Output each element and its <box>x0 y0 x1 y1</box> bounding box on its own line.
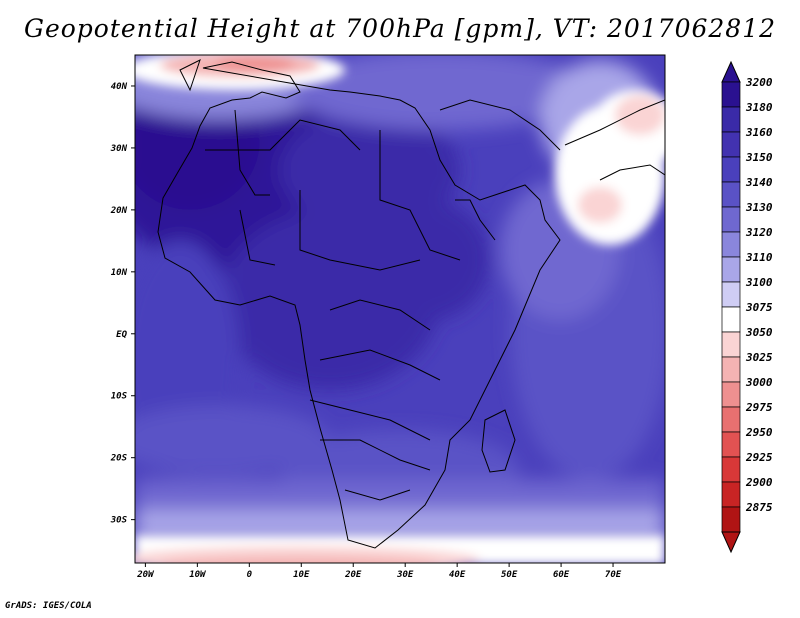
colorbar-label: 3100 <box>745 276 773 289</box>
longitude-axis: 20W 10W 0 10E 20E 30E 40E 50E 60E 70E <box>136 563 622 580</box>
colorbar-swatch <box>721 306 741 333</box>
colorbar-swatch <box>721 456 741 483</box>
colorbar-label: 3160 <box>745 126 773 139</box>
colorbar-swatch <box>721 481 741 508</box>
lat-tick-label: 10N <box>111 268 128 278</box>
lon-tick-label: 10E <box>293 570 310 580</box>
colorbar-bottom-arrow <box>721 531 741 554</box>
colorbar-swatch <box>721 206 741 233</box>
lon-tick-label: 20E <box>344 570 362 580</box>
lat-tick-label: 30S <box>110 516 128 526</box>
colorbar-swatch <box>721 131 741 158</box>
colorbar-swatch <box>721 431 741 458</box>
colorbar-swatch <box>721 231 741 258</box>
colorbar-swatch <box>721 181 741 208</box>
colorbar-swatch <box>721 506 741 533</box>
plot-frame <box>134 54 666 564</box>
colorbar-swatch <box>721 381 741 408</box>
colorbar-label: 2950 <box>745 426 773 439</box>
colorbar-label: 3180 <box>745 101 773 114</box>
colorbar-label: 3130 <box>745 201 773 214</box>
lat-tick-label: EQ <box>116 330 127 340</box>
map-title: Geopotential Height at 700hPa [gpm], VT:… <box>23 14 777 43</box>
colorbar-swatch <box>721 156 741 183</box>
colorbar-label: 3150 <box>745 151 773 164</box>
colorbar-label: 3200 <box>745 76 773 89</box>
credit-label: GrADS: IGES/COLA <box>5 601 92 611</box>
lon-tick-label: 60E <box>553 570 570 580</box>
lon-tick-label: 70E <box>605 570 622 580</box>
colorbar-label: 3110 <box>745 251 773 264</box>
lon-tick-label: 40E <box>449 570 466 580</box>
colorbar-label: 3075 <box>745 301 773 314</box>
colorbar-label: 2900 <box>745 476 773 489</box>
lon-tick-label: 50E <box>501 570 518 580</box>
colorbar-top-arrow <box>721 60 741 83</box>
colorbar-label: 2875 <box>745 501 773 514</box>
coastline-and-borders <box>157 59 665 549</box>
colorbar-swatch <box>721 406 741 433</box>
lat-tick-label: 20N <box>110 206 128 216</box>
colorbar-swatch <box>721 331 741 358</box>
colorbar-swatch <box>721 106 741 133</box>
colorbar-swatch <box>721 356 741 383</box>
colorbar-label: 3000 <box>745 376 773 389</box>
colorbar-label: 3050 <box>745 326 773 339</box>
lat-tick-label: 10S <box>111 392 128 402</box>
colorbar-swatch <box>721 81 741 108</box>
colorbar-label: 2975 <box>745 401 773 414</box>
colorbar-label: 3120 <box>745 226 773 239</box>
lat-tick-label: 40N <box>111 82 128 92</box>
lon-tick-label: 10W <box>189 570 207 580</box>
lon-tick-label: 30E <box>396 570 414 580</box>
lon-tick-label: 0 <box>247 570 253 580</box>
latitude-axis: 40N 30N 20N 10N EQ 10S 20S 30S <box>110 82 135 526</box>
colorbar-label: 3025 <box>745 351 773 364</box>
colorbar-label: 2925 <box>745 451 773 464</box>
colorbar-label: 3140 <box>745 176 773 189</box>
colorbar-swatch <box>721 281 741 308</box>
lat-tick-label: 30N <box>110 144 128 154</box>
colorbar: 3200 3180 3160 3150 3140 3130 3120 3110 3100 3075… <box>721 60 773 554</box>
lat-tick-label: 20S <box>110 454 128 464</box>
lon-tick-label: 20W <box>136 570 155 580</box>
colorbar-swatch <box>721 256 741 283</box>
